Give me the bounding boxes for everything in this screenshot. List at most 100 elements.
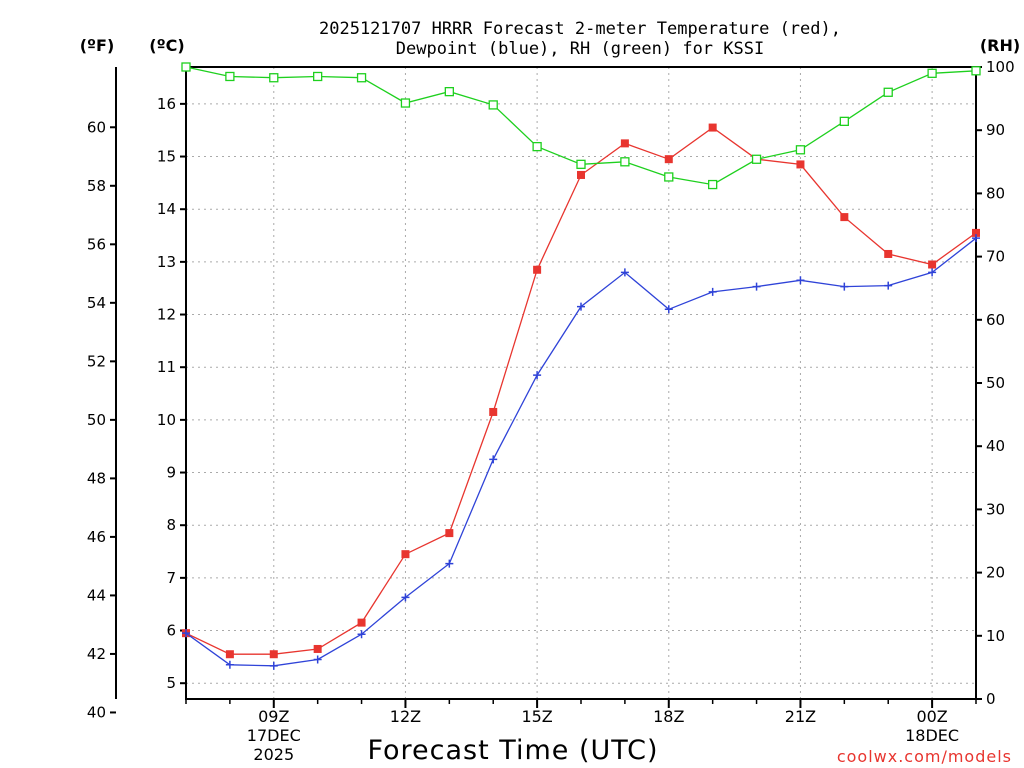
temperature-point-19 <box>708 123 717 132</box>
fahrenheit-tick-label-58: 58 <box>87 177 106 195</box>
rh-point-7 <box>181 62 191 72</box>
rh-point-9 <box>269 73 279 83</box>
rh-tick-label-0: 0 <box>986 690 996 708</box>
series <box>181 62 981 670</box>
x-tick-label-18z-0: 18Z <box>653 707 684 726</box>
temperature-point-14 <box>489 407 498 416</box>
chart-title: 2025121707 HRRR Forecast 2-meter Tempera… <box>319 19 841 59</box>
temperature-point-23 <box>884 249 893 258</box>
fahrenheit-tick-label-52: 52 <box>87 352 106 370</box>
rh-tick-label-70: 70 <box>986 248 1005 266</box>
rh-tick-label-50: 50 <box>986 374 1005 392</box>
temperature-point-21 <box>796 160 805 169</box>
dewpoint-point-10 <box>313 655 322 664</box>
celsius-tick-label-11: 11 <box>157 358 176 376</box>
rh-point-8 <box>225 71 235 82</box>
rh-point-25 <box>971 66 981 76</box>
credit-text: coolwx.com/models <box>837 747 1012 766</box>
dewpoint-point-23 <box>884 281 893 290</box>
celsius-tick-label-5: 5 <box>166 674 176 692</box>
chart-title-line-1: 2025121707 HRRR Forecast 2-meter Tempera… <box>319 19 841 39</box>
rh-point-18 <box>664 172 674 182</box>
rh-point-10 <box>313 71 323 82</box>
fahrenheit-tick-label-48: 48 <box>87 469 106 487</box>
rh-point-11 <box>356 73 367 83</box>
rh-tick-label-40: 40 <box>986 437 1005 455</box>
rh-point-22 <box>839 116 849 127</box>
dewpoint-point-16 <box>577 302 585 311</box>
celsius-tick-label-7: 7 <box>166 569 176 587</box>
celsius-tick-label-12: 12 <box>157 306 176 324</box>
x-tick-label-09z-0: 09Z <box>258 707 289 726</box>
rh-point-13 <box>444 86 454 97</box>
dewpoint-point-7 <box>182 629 190 638</box>
x-axis-title: Forecast Time (UTC) <box>367 735 658 766</box>
rh-axis-label: (RH) <box>980 36 1020 55</box>
fahrenheit-tick-label-42: 42 <box>87 645 106 663</box>
rh-tick-label-10: 10 <box>986 627 1005 645</box>
dewpoint-point-14 <box>489 455 498 464</box>
celsius-tick-label-6: 6 <box>166 622 176 640</box>
celsius-tick-label-13: 13 <box>157 253 176 271</box>
x-tick-label-15z-0: 15Z <box>521 707 552 726</box>
temperature-point-17 <box>620 139 629 148</box>
temperature-point-24 <box>928 260 937 269</box>
dewpoint-point-18 <box>664 305 673 314</box>
chart-title-line-2: Dewpoint (blue), RH (green) for KSSI <box>396 39 764 59</box>
temperature-point-9 <box>269 650 278 659</box>
rh-point-16 <box>576 159 586 169</box>
rh-tick-label-20: 20 <box>986 564 1005 582</box>
rh-tick-label-60: 60 <box>986 311 1005 329</box>
temperature-point-15 <box>533 265 542 274</box>
dewpoint-point-25 <box>972 234 980 243</box>
rh-tick-label-90: 90 <box>986 121 1005 139</box>
x-tick-label-09z-2: 2025 <box>253 745 294 764</box>
fahrenheit-tick-label-60: 60 <box>87 118 106 136</box>
celsius-tick-label-16: 16 <box>157 95 176 113</box>
dewpoint-point-9 <box>269 661 278 670</box>
x-tick-label-21z-0: 21Z <box>785 707 816 726</box>
celsius-tick-label-9: 9 <box>166 464 176 482</box>
x-tick-label-12z-0: 12Z <box>390 707 421 726</box>
fahrenheit-axis-label: (ºF) <box>80 36 115 55</box>
rh-tick-label-80: 80 <box>986 184 1005 202</box>
rh-tick-label-100: 100 <box>986 58 1015 76</box>
dewpoint-point-22 <box>840 282 849 291</box>
temperature-point-12 <box>401 550 410 559</box>
fahrenheit-tick-label-46: 46 <box>87 528 106 546</box>
x-tick-label-00z-1: 18DEC <box>905 726 959 745</box>
temperature-point-13 <box>445 529 454 538</box>
temperature-point-11 <box>357 618 366 627</box>
temperature-point-25 <box>972 228 980 237</box>
fahrenheit-tick-label-50: 50 <box>87 411 106 429</box>
dewpoint-point-21 <box>796 276 805 285</box>
fahrenheit-tick-label-44: 44 <box>87 586 106 604</box>
fahrenheit-tick-label-54: 54 <box>87 294 106 312</box>
temperature-point-16 <box>577 170 585 179</box>
temperature-point-18 <box>664 155 673 164</box>
rh-point-23 <box>883 87 893 97</box>
dewpoint-point-17 <box>620 268 629 277</box>
dewpoint-point-13 <box>445 559 454 568</box>
temperature-point-8 <box>225 650 234 659</box>
celsius-tick-label-8: 8 <box>166 516 176 534</box>
x-tick-label-00z-0: 00Z <box>916 707 947 726</box>
axes: 4042444648505254565860567891011121314151… <box>87 58 1015 764</box>
dewpoint-point-24 <box>928 268 937 277</box>
x-tick-label-09z-1: 17DEC <box>247 726 301 745</box>
rh-point-19 <box>708 179 718 190</box>
rh-point-24 <box>927 68 937 78</box>
rh-point-21 <box>795 145 806 155</box>
rh-point-12 <box>400 98 411 108</box>
rh-point-14 <box>488 100 498 110</box>
celsius-tick-label-15: 15 <box>157 148 176 166</box>
dewpoint-point-11 <box>357 630 366 639</box>
dewpoint-point-19 <box>708 287 717 296</box>
dewpoint-point-20 <box>752 282 761 291</box>
rh-tick-label-30: 30 <box>986 500 1005 518</box>
temperature-point-10 <box>313 644 322 653</box>
temperature-point-22 <box>840 213 849 222</box>
rh-point-15 <box>532 141 542 152</box>
celsius-tick-label-14: 14 <box>157 200 176 218</box>
